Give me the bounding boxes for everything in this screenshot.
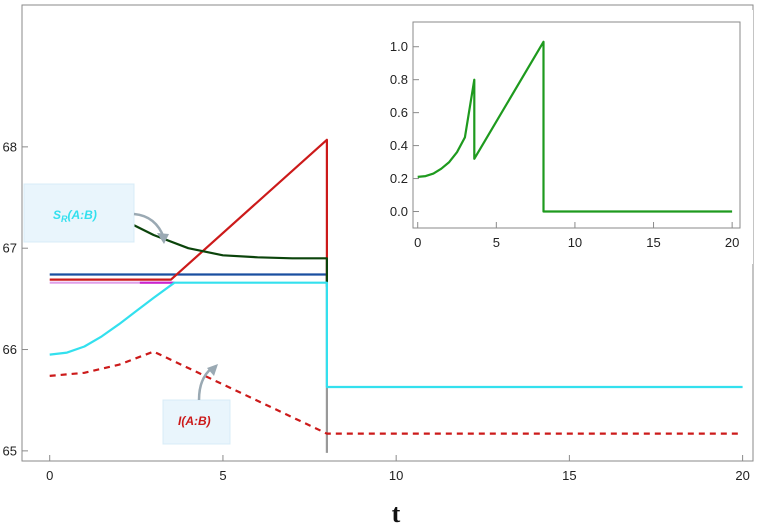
main-x-tick-label: 0	[46, 468, 53, 483]
main-x-tick-label: 15	[562, 468, 576, 483]
inset-plot-frame	[412, 21, 741, 229]
x-axis-title: t	[392, 499, 401, 528]
main-series-line-6	[49, 281, 743, 389]
main-y-tick-label: 65	[3, 443, 17, 458]
inset-x-tick-label: 15	[646, 235, 660, 250]
annotation-sr-label: SR(A:B)	[53, 208, 97, 224]
inset-x-tick-label: 20	[725, 235, 739, 250]
inset-background	[385, 10, 753, 264]
main-y-tick-label: 66	[3, 342, 17, 357]
annotation-sr: SR(A:B)	[23, 183, 169, 244]
main-y-tick-label: 68	[3, 139, 17, 154]
inset-y-tick-label: 0.6	[390, 105, 408, 120]
main-x-tick-label: 20	[735, 468, 749, 483]
inset-x-tick-label: 10	[568, 235, 582, 250]
main-series-line-1	[49, 138, 328, 283]
inset-y-tick-label: 0.2	[390, 171, 408, 186]
annotation-sr-box	[23, 183, 135, 243]
inset-x-tick-label: 0	[414, 235, 421, 250]
inset-y-tick-label: 0.8	[390, 72, 408, 87]
annotation-i: I(A:B)	[162, 364, 231, 445]
inset-y-tick-label: 0.4	[390, 138, 408, 153]
inset-chart: 0.0 0.2 0.4 0.6 0.8 1.0 0 5 10 15 20	[385, 10, 753, 264]
annotation-i-box	[162, 399, 231, 445]
annotation-i-label: I(A:B)	[178, 414, 211, 428]
main-x-tick-label: 10	[389, 468, 403, 483]
inset-y-tick-label: 0.0	[390, 204, 408, 219]
main-x-tick-label: 5	[219, 468, 226, 483]
main-series-line-7	[49, 350, 743, 435]
inset-series-line-0	[417, 40, 733, 213]
annotation-i-arrowhead	[207, 364, 218, 376]
main-y-tick-label: 67	[3, 241, 17, 256]
annotation-sr-arrowhead	[157, 233, 169, 244]
inset-x-tick-label: 5	[493, 235, 500, 250]
inset-y-tick-label: 1.0	[390, 39, 408, 54]
